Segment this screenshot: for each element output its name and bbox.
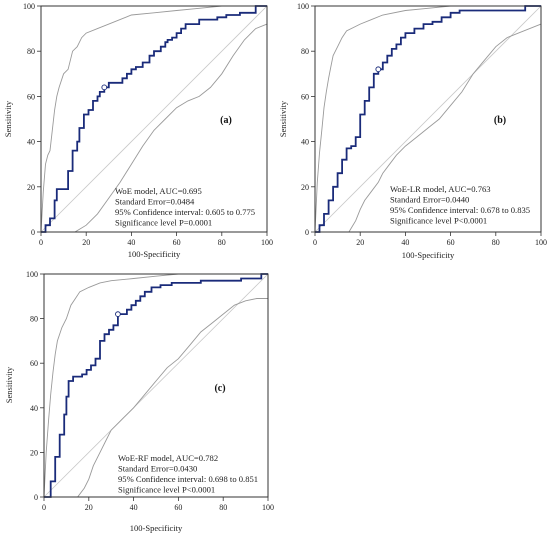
x-axis-label: 100-Specificity: [130, 523, 183, 533]
stats-annotation-line: 95% Confidence interval: 0.698 to 0.851: [118, 474, 258, 484]
x-tick-label: 40: [130, 503, 138, 512]
x-axis-label: 100-Specificity: [128, 249, 181, 259]
y-tick-label: 80: [301, 47, 309, 56]
ci-lower-curve: [44, 298, 268, 498]
x-axis-label: 100-Specificity: [402, 250, 455, 260]
y-tick-label: 40: [301, 138, 309, 147]
x-tick-label: 0: [313, 238, 317, 247]
stats-annotation-line: WoE-LR model, AUC=0.763: [390, 184, 491, 194]
ci-lower-curve: [315, 23, 542, 233]
x-tick-label: 100: [535, 238, 547, 247]
y-tick-label: 0: [31, 228, 35, 237]
y-tick-label: 20: [27, 183, 35, 192]
y-tick-label: 60: [301, 92, 309, 101]
y-axis-label: Sensitivity: [3, 100, 13, 137]
y-tick-label: 0: [34, 493, 38, 502]
stats-annotation-line: Significance level P<0.0001: [390, 216, 487, 226]
y-tick-label: 0: [305, 228, 309, 237]
y-tick-label: 80: [27, 47, 35, 56]
x-tick-label: 100: [262, 503, 274, 512]
y-tick-label: 100: [26, 270, 38, 279]
x-tick-label: 80: [218, 238, 226, 247]
optimal-point-marker: [375, 66, 382, 73]
stats-annotation-line: Standard Error=0.0430: [118, 464, 197, 474]
y-axis-label: Sensitivity: [4, 366, 14, 403]
x-tick-label: 60: [173, 238, 181, 247]
y-tick-label: 40: [27, 138, 35, 147]
x-tick-label: 0: [42, 503, 46, 512]
y-tick-label: 20: [301, 183, 309, 192]
panel-label: (c): [214, 383, 225, 394]
ci-upper-curve: [40, 5, 267, 233]
y-tick-label: 80: [30, 315, 38, 324]
x-tick-label: 100: [261, 238, 273, 247]
stats-annotation-line: Standard Error=0.0440: [390, 195, 469, 205]
ci-lower-curve: [41, 23, 268, 233]
plot-frame: [43, 273, 269, 498]
x-tick-label: 40: [127, 238, 135, 247]
x-tick-label: 20: [85, 503, 93, 512]
x-tick-label: 80: [219, 503, 227, 512]
x-tick-label: 40: [401, 238, 409, 247]
stats-annotation-line: WoE-RF model, AUC=0.782: [118, 453, 218, 463]
stats-annotation-line: Significance level P=0.0001: [115, 218, 212, 228]
plot-frame: [40, 5, 268, 233]
x-tick-label: 80: [492, 238, 500, 247]
reference-diagonal: [314, 5, 542, 233]
y-tick-label: 20: [30, 448, 38, 457]
stats-annotation-line: WoE model, AUC=0.695: [115, 186, 202, 196]
reference-diagonal: [43, 273, 269, 498]
y-tick-label: 40: [30, 404, 38, 413]
roc-panel-c: 0 20 40 60 80 100 0 20 40 60 80 100 100-Specificity S…: [4, 270, 274, 533]
y-tick-label: 60: [30, 359, 38, 368]
roc-panel-a: 0 20 40 60 80 100 0 20 40 60 80 100 100-Specificity S…: [3, 2, 273, 259]
roc-curve: [41, 5, 267, 233]
plot-frame: [314, 5, 542, 233]
x-tick-label: 0: [39, 238, 43, 247]
x-tick-label: 60: [447, 238, 455, 247]
y-tick-label: 60: [27, 92, 35, 101]
x-tick-label: 20: [82, 238, 90, 247]
panel-label: (b): [494, 115, 506, 126]
stats-annotation-line: 95% Confidence interval: 0.605 to 0.775: [115, 207, 255, 217]
stats-annotation-line: Standard Error=0.0484: [115, 197, 195, 207]
panel-label: (a): [220, 115, 232, 126]
y-axis-label: Sensitivity: [278, 100, 288, 137]
stats-annotation-line: 95% Confidence interval: 0.678 to 0.835: [390, 205, 530, 215]
x-tick-label: 20: [356, 238, 364, 247]
optimal-point-marker: [115, 311, 121, 317]
reference-diagonal: [40, 5, 268, 233]
y-tick-label: 100: [23, 2, 35, 11]
roc-curve: [44, 273, 268, 498]
optimal-point-marker: [101, 84, 108, 91]
y-tick-label: 100: [297, 2, 309, 11]
x-tick-label: 60: [174, 503, 182, 512]
roc-panel-b: 0 20 40 60 80 100 0 20 40 60 80 100 100-Specificity S…: [278, 2, 547, 260]
stats-annotation-line: Significance level P<0.0001: [118, 485, 215, 495]
